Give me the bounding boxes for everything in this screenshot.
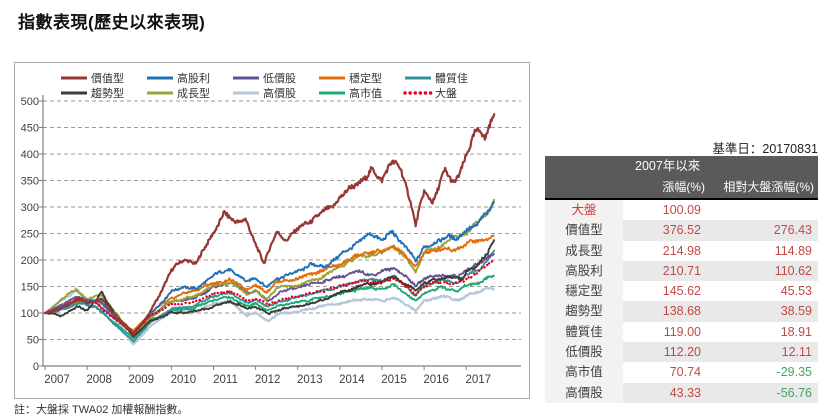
- x-tick-label: 2014: [339, 374, 365, 386]
- row-label: 大盤: [545, 200, 623, 221]
- performance-table: 2007年以來 漲幅(%) 相對大盤漲幅(%) 大盤 100.09 價值型 376.5…: [545, 156, 818, 403]
- y-tick-label: 150: [21, 282, 39, 294]
- footnote: 註：大盤採 TWA02 加權報酬指數。: [14, 404, 189, 416]
- relative-change-value: -56.76: [711, 382, 818, 403]
- row-label: 高價股: [545, 382, 623, 403]
- table-row: 價值型 376.52 276.43: [545, 220, 818, 241]
- y-tick-label: 0: [33, 361, 39, 373]
- x-tick-label: 2013: [297, 374, 323, 386]
- table-row: 體質佳 119.00 18.91: [545, 321, 818, 343]
- table-body: 大盤 100.09 價值型 376.52 276.43 成長型 214.98 114.89 高股…: [545, 200, 818, 403]
- axes: 2007 2008 2009 2010 2011 2012 2013 2014 2015 2016…: [42, 95, 521, 386]
- relative-change-value: 45.53: [780, 284, 812, 299]
- series-line-0: [44, 113, 496, 334]
- change-value: 43.33: [623, 382, 711, 403]
- change-value: 210.71: [623, 260, 711, 282]
- y-tick-label: 250: [21, 229, 39, 241]
- legend-label: 價值型: [91, 71, 124, 85]
- relative-change-value: [711, 200, 818, 220]
- legend-label: 穩定型: [349, 71, 382, 85]
- relative-change-value: 276.43: [711, 220, 818, 241]
- y-tick-label: 100: [21, 308, 39, 320]
- table-row: 成長型 214.98 114.89: [545, 240, 818, 261]
- row-label: 高股利: [545, 260, 623, 282]
- table-row: 穩定型 145.62 45.53: [545, 281, 818, 302]
- row-label: 穩定型: [545, 281, 623, 302]
- x-tick-label: 2016: [423, 374, 449, 386]
- x-tick-label: 2012: [255, 374, 281, 386]
- table-row: 趨勢型 138.68 38.59: [545, 301, 818, 322]
- legend-label: 低價股: [263, 71, 296, 85]
- change-value: 119.00: [663, 324, 701, 339]
- header-change-col: 漲幅(%): [662, 180, 705, 194]
- change-value: 100.09: [662, 203, 701, 217]
- row-label: 體質佳: [545, 321, 623, 343]
- relative-change-value: 18.91: [780, 324, 812, 339]
- x-tick-label: 2009: [128, 374, 154, 386]
- y-tick-label: 450: [21, 123, 39, 135]
- change-value: 138.68: [623, 301, 711, 322]
- page-title: 指數表現(歷史以來表現): [18, 13, 206, 32]
- relative-change-value: 114.89: [774, 243, 812, 258]
- change-value: 145.62: [662, 284, 701, 299]
- series-line-9: [43, 258, 496, 336]
- table-header: 2007年以來 漲幅(%) 相對大盤漲幅(%): [545, 156, 818, 200]
- series-lines: [43, 113, 496, 346]
- y-tick-label: 50: [27, 335, 39, 347]
- row-label: 成長型: [545, 240, 623, 261]
- change-value: 376.52: [623, 220, 711, 241]
- legend-label: 成長型: [177, 86, 210, 100]
- relative-change-value: 110.62: [711, 260, 818, 282]
- relative-change-value: 38.59: [711, 301, 818, 322]
- legend-label: 體質佳: [435, 71, 468, 85]
- series-line-8: [44, 274, 495, 340]
- legend-label: 高價股: [263, 86, 296, 100]
- legend-label: 高股利: [177, 71, 210, 85]
- baseline-date: 基準日：20170831: [712, 142, 818, 156]
- legend-label: 趨勢型: [91, 86, 124, 100]
- x-tick-label: 2015: [381, 374, 407, 386]
- x-tick-label: 2017: [465, 374, 491, 386]
- gridlines: 0 50 100 150 200 250 300 350 400 450 500: [21, 96, 521, 373]
- table-row: 高股利 210.71 110.62: [545, 260, 818, 282]
- header-group-label: 2007年以來: [635, 159, 701, 173]
- x-tick-label: 2010: [171, 374, 197, 386]
- row-label: 趨勢型: [545, 301, 623, 322]
- y-tick-label: 400: [21, 149, 39, 161]
- change-value: 112.20: [623, 342, 711, 363]
- row-label: 價值型: [545, 220, 623, 241]
- legend-label: 高市值: [349, 86, 382, 100]
- x-tick-label: 2008: [86, 374, 112, 386]
- header-spacer: [545, 156, 623, 177]
- series-line-7: [44, 286, 496, 346]
- row-label: 高市值: [545, 362, 623, 383]
- y-tick-label: 300: [21, 202, 39, 214]
- relative-change-value: -29.35: [776, 365, 812, 380]
- header-relative-col: 相對大盤漲幅(%): [723, 180, 814, 194]
- table-row: 大盤 100.09: [545, 200, 818, 221]
- change-value: 214.98: [662, 243, 701, 258]
- y-tick-label: 500: [21, 96, 39, 108]
- change-value: 70.74: [669, 365, 701, 380]
- table-row: 低價股 112.20 12.11: [545, 342, 818, 363]
- relative-change-value: 12.11: [711, 342, 818, 363]
- table-row: 高市值 70.74 -29.35: [545, 362, 818, 383]
- legend-label: 大盤: [435, 86, 457, 100]
- table-row: 高價股 43.33 -56.76: [545, 382, 818, 403]
- x-tick-label: 2011: [213, 374, 238, 386]
- y-tick-label: 350: [21, 176, 39, 188]
- header-label-col: [545, 177, 623, 198]
- x-tick-label: 2007: [44, 374, 70, 386]
- row-label: 低價股: [545, 342, 623, 363]
- y-tick-label: 200: [21, 255, 39, 267]
- chart-panel: 0 50 100 150 200 250 300 350 400 450 500 2007 2008 20…: [14, 62, 530, 399]
